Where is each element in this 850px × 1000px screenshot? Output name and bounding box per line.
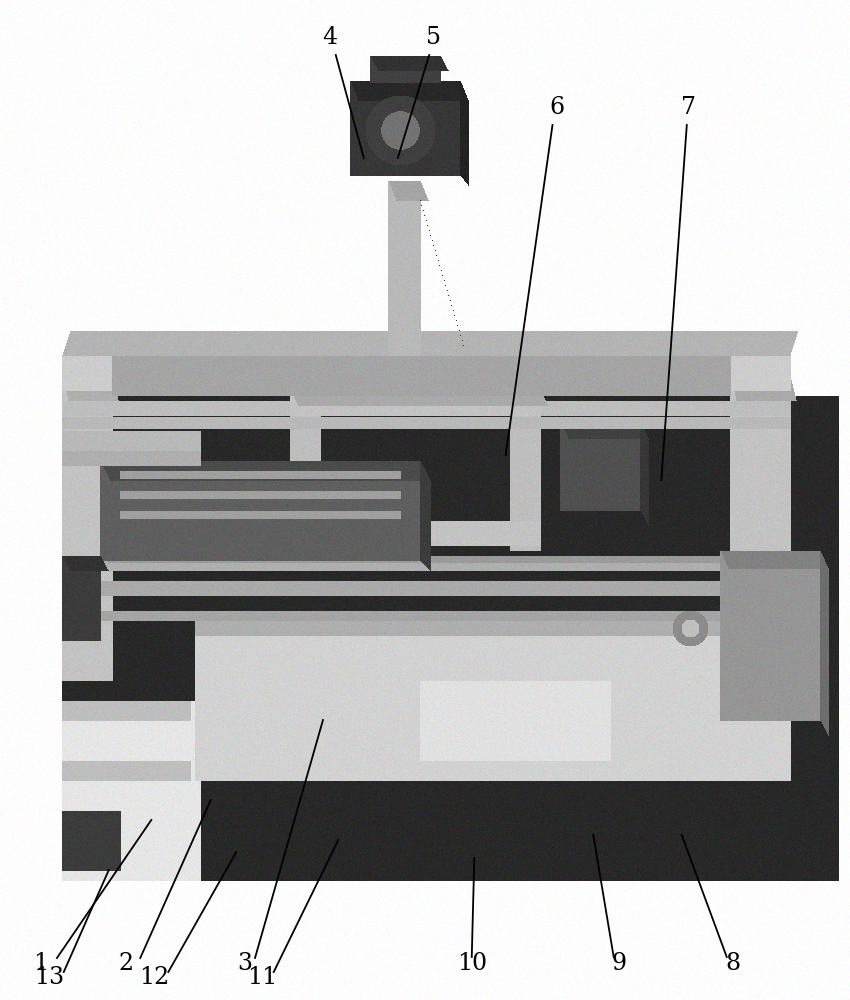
Text: 2: 2 bbox=[118, 952, 133, 974]
Text: 11: 11 bbox=[246, 966, 277, 989]
Text: 8: 8 bbox=[725, 952, 740, 974]
Text: 12: 12 bbox=[139, 966, 170, 989]
Text: 4: 4 bbox=[322, 26, 337, 49]
Text: 1: 1 bbox=[33, 952, 48, 974]
Text: 5: 5 bbox=[426, 26, 441, 49]
Text: 9: 9 bbox=[611, 952, 626, 974]
Text: 7: 7 bbox=[681, 97, 696, 119]
Text: 13: 13 bbox=[34, 966, 65, 989]
Text: 6: 6 bbox=[549, 97, 564, 119]
Text: 10: 10 bbox=[456, 952, 487, 974]
Text: 3: 3 bbox=[237, 952, 252, 974]
